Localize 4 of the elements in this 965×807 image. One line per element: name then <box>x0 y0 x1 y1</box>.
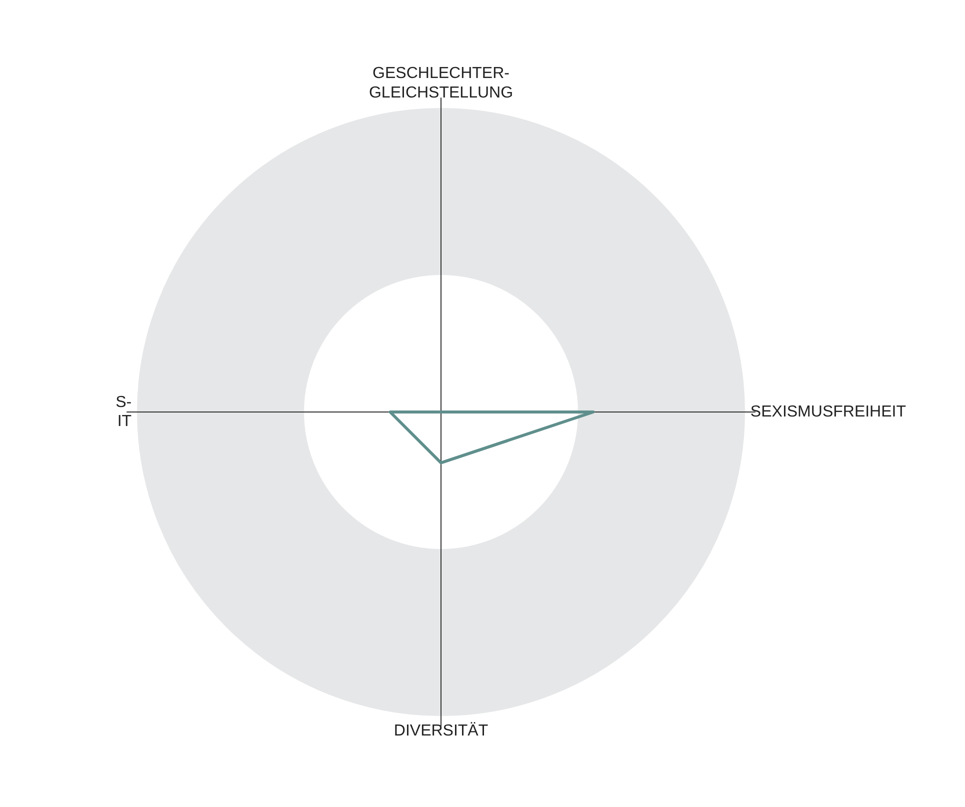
spoke-label: GESCHLECHTER- GLEICHSTELLUNG <box>368 65 514 102</box>
spoke-label: S- IT <box>116 394 132 430</box>
spoke-label: SEXISMUSFREIHEIT <box>750 403 906 420</box>
spoke-label: DIVERSITÄT <box>394 721 488 740</box>
